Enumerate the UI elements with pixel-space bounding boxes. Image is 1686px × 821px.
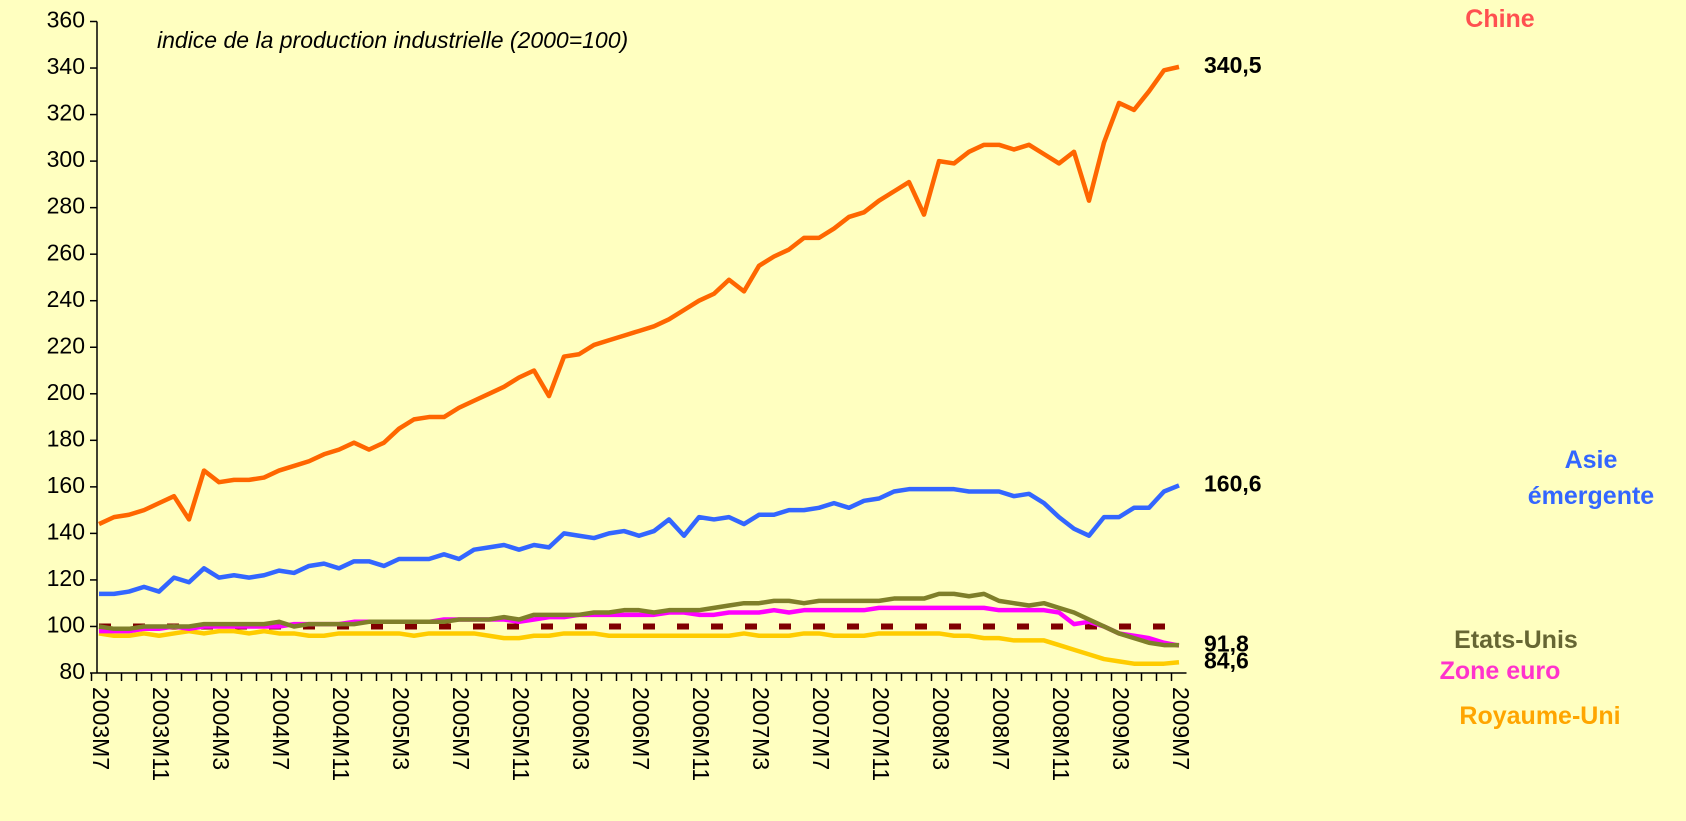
end-label: 91,8 bbox=[1204, 631, 1249, 657]
x-tick-label: 2005M11 bbox=[508, 687, 534, 781]
legend-entry: Asie émergente bbox=[1527, 446, 1655, 510]
end-label: 84,6 bbox=[1204, 647, 1249, 673]
y-tick-label: 260 bbox=[47, 239, 85, 265]
series-line bbox=[99, 605, 1180, 648]
end-label: 160,6 bbox=[1204, 471, 1262, 497]
x-tick-label: 2004M7 bbox=[268, 687, 294, 770]
x-tick-label: 2006M3 bbox=[568, 687, 594, 770]
y-tick-label: 320 bbox=[47, 100, 85, 126]
series-line bbox=[98, 64, 1180, 527]
x-tick-label: 2006M7 bbox=[628, 687, 654, 770]
end-label: 340,5 bbox=[1204, 52, 1262, 78]
legend-entry: Etats-Unis bbox=[1454, 626, 1578, 654]
x-tick-label: 2003M7 bbox=[88, 687, 114, 770]
y-tick-label: 220 bbox=[47, 332, 85, 358]
x-tick-label: 2003M11 bbox=[148, 687, 174, 781]
y-tick-label: 160 bbox=[47, 472, 85, 498]
x-tick-label: 2004M3 bbox=[208, 687, 234, 770]
x-tick-label: 2007M7 bbox=[808, 687, 834, 770]
y-tick-label: 280 bbox=[47, 193, 85, 219]
x-tick-label: 2009M7 bbox=[1168, 687, 1194, 770]
x-tick-label: 2007M3 bbox=[748, 687, 774, 770]
legend-entry: Royaume-Uni bbox=[1459, 702, 1621, 730]
y-tick-label: 360 bbox=[47, 7, 85, 33]
y-tick-label: 240 bbox=[47, 286, 85, 312]
y-tick-label: 180 bbox=[47, 425, 85, 451]
x-tick-label: 2005M3 bbox=[388, 687, 414, 770]
x-tick-label: 2008M11 bbox=[1048, 687, 1074, 781]
y-tick-label: 140 bbox=[47, 518, 85, 544]
series-line bbox=[98, 628, 1180, 666]
x-tick-label: 2007M11 bbox=[868, 687, 894, 781]
series-line bbox=[99, 483, 1180, 597]
legend-entry: Chine bbox=[1465, 5, 1535, 33]
y-tick-label: 200 bbox=[47, 379, 85, 405]
y-tick-label: 340 bbox=[47, 53, 85, 79]
x-tick-label: 2005M7 bbox=[448, 687, 474, 770]
x-tick-label: 2008M3 bbox=[928, 687, 954, 770]
legend-entry: Zone euro bbox=[1439, 657, 1561, 685]
chart-annotation: indice de la production industrielle (20… bbox=[157, 27, 628, 53]
y-tick-label: 80 bbox=[59, 658, 85, 684]
y-tick-label: 120 bbox=[47, 565, 85, 591]
x-tick-label: 2008M7 bbox=[988, 687, 1014, 770]
y-tick-label: 100 bbox=[47, 612, 85, 638]
x-tick-label: 2009M3 bbox=[1108, 687, 1134, 770]
x-tick-label: 2006M11 bbox=[688, 687, 714, 781]
y-tick-label: 300 bbox=[47, 146, 85, 172]
x-tick-label: 2004M11 bbox=[328, 687, 354, 781]
series-line bbox=[98, 591, 1179, 648]
